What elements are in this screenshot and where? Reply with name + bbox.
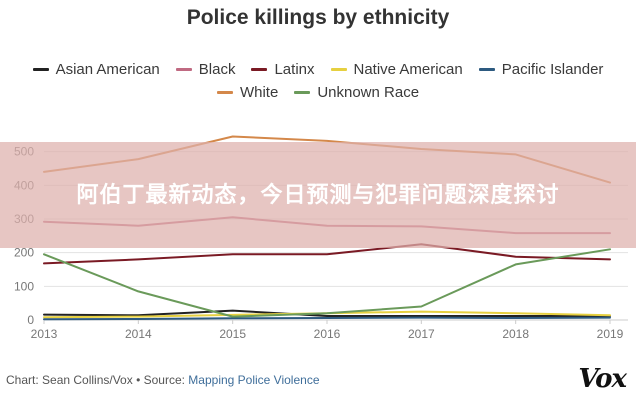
source-link[interactable]: Mapping Police Violence bbox=[188, 373, 320, 387]
chart-credit: Chart: Sean Collins/Vox • Source: Mappin… bbox=[6, 373, 320, 387]
legend-swatch bbox=[294, 91, 311, 94]
x-tick-label: 2018 bbox=[502, 327, 529, 341]
legend-label: White bbox=[239, 84, 279, 101]
series-line-latinx bbox=[43, 243, 611, 265]
legend-label: Native American bbox=[353, 61, 463, 78]
chart-title: Police killings by ethnicity bbox=[186, 6, 450, 29]
legend-label: Unknown Race bbox=[317, 84, 420, 101]
legend-item-native-american: Native American bbox=[330, 61, 463, 78]
vox-logo: Vox bbox=[578, 364, 627, 394]
y-tick-label: 200 bbox=[14, 246, 34, 260]
overlay-headline: 阿伯丁最新动态，今日预测与犯罪问题深度探讨 bbox=[76, 182, 560, 208]
x-tick-label: 2017 bbox=[408, 327, 435, 341]
series-line-unknown-race bbox=[43, 248, 611, 318]
overlay-banner: 阿伯丁最新动态，今日预测与犯罪问题深度探讨 bbox=[0, 142, 636, 248]
x-tick-label: 2014 bbox=[125, 327, 152, 341]
legend-swatch bbox=[216, 91, 233, 94]
legend-item-black: Black bbox=[175, 61, 236, 78]
legend-item-latinx: Latinx bbox=[251, 61, 315, 78]
x-tick-label: 2019 bbox=[597, 327, 624, 341]
legend-item-white: White bbox=[216, 84, 279, 101]
legend-item-unknown-race: Unknown Race bbox=[294, 84, 419, 101]
x-tick-label: 2015 bbox=[219, 327, 246, 341]
legend-item-pacific-islander: Pacific Islander bbox=[478, 61, 604, 78]
legend-swatch bbox=[330, 68, 347, 71]
legend-swatch bbox=[478, 68, 495, 71]
series-line-asian-american bbox=[43, 309, 611, 317]
x-tick-label: 2013 bbox=[31, 327, 58, 341]
legend-item-asian-american: Asian American bbox=[32, 61, 160, 78]
y-tick-label: 0 bbox=[27, 313, 34, 327]
legend-label: Black bbox=[198, 61, 236, 78]
y-tick-label: 100 bbox=[14, 279, 34, 293]
legend-label: Pacific Islander bbox=[501, 61, 604, 78]
x-tick-label: 2016 bbox=[314, 327, 341, 341]
series-line-pacific-islander bbox=[43, 316, 611, 321]
legend-swatch bbox=[175, 68, 192, 71]
legend-label: Asian American bbox=[55, 61, 160, 78]
legend-row-2: White Unknown Race bbox=[0, 84, 636, 101]
legend-swatch bbox=[32, 68, 49, 71]
legend-label: Latinx bbox=[274, 61, 315, 78]
legend-swatch bbox=[251, 68, 268, 71]
credit-text: Chart: Sean Collins/Vox • Source: bbox=[6, 373, 189, 387]
legend-row-1: Asian American Black Latinx Native American… bbox=[0, 61, 636, 78]
